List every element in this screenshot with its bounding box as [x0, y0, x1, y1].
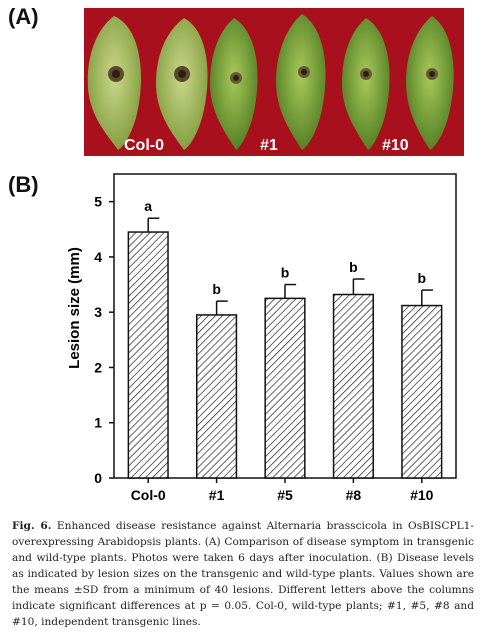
significance-letter: a	[144, 198, 152, 214]
significance-letter: b	[281, 265, 290, 281]
panel-a-label: (A)	[8, 4, 39, 29]
photo-label-line1: #1	[260, 137, 278, 154]
leaf-photo-drawing: Col-0 #1 #10	[87, 14, 454, 154]
y-tick-label: 1	[94, 415, 102, 431]
leaf-col0-2	[156, 18, 208, 150]
photo-label-col0: Col-0	[124, 137, 164, 154]
bar-#10	[401, 304, 443, 479]
bar-Col-0	[127, 231, 169, 479]
bar-#1	[196, 314, 238, 479]
chart-axes: 0 1 2 3 4 5 Col-0 #1 #5 #8 #10	[94, 173, 457, 503]
y-axis-label: Lesion size (mm)	[66, 247, 83, 369]
y-tick-label: 3	[94, 304, 102, 320]
x-tick-label: #5	[277, 487, 293, 503]
figure-caption: Fig. 6. Enhanced disease resistance agai…	[12, 518, 474, 630]
x-tick-label: #10	[410, 487, 434, 503]
x-tick-label: #8	[346, 487, 362, 503]
significance-letter: b	[418, 270, 427, 286]
leaf-line1-2	[276, 14, 326, 150]
photo-label-line10: #10	[382, 137, 409, 154]
y-tick-label: 0	[94, 470, 102, 486]
panel-b-label: (B)	[8, 172, 39, 197]
leaf-col0-1	[87, 16, 141, 150]
caption-body: Enhanced disease resistance against Alte…	[12, 520, 474, 628]
bar-#8	[332, 293, 374, 479]
leaf-line10-2	[406, 16, 454, 150]
lesion-size-chart: 0 1 2 3 4 5 Col-0 #1 #5 #8 #10 a b b b b Lesion size (…	[66, 173, 457, 503]
y-tick-label: 5	[94, 194, 102, 210]
x-tick-label: #1	[209, 487, 225, 503]
leaf-photo: Col-0 #1 #10	[84, 8, 464, 156]
significance-letter: b	[212, 281, 221, 297]
x-tick-label: Col-0	[131, 487, 166, 503]
leaf-line10-1	[342, 18, 390, 150]
leaf-line1-1	[210, 18, 258, 150]
bar-#5	[264, 297, 306, 479]
y-tick-label: 2	[94, 359, 102, 375]
chart-bars: a b b b b	[127, 198, 443, 479]
caption-lead: Fig. 6.	[12, 520, 52, 532]
significance-letter: b	[349, 259, 358, 275]
y-tick-label: 4	[94, 249, 102, 265]
